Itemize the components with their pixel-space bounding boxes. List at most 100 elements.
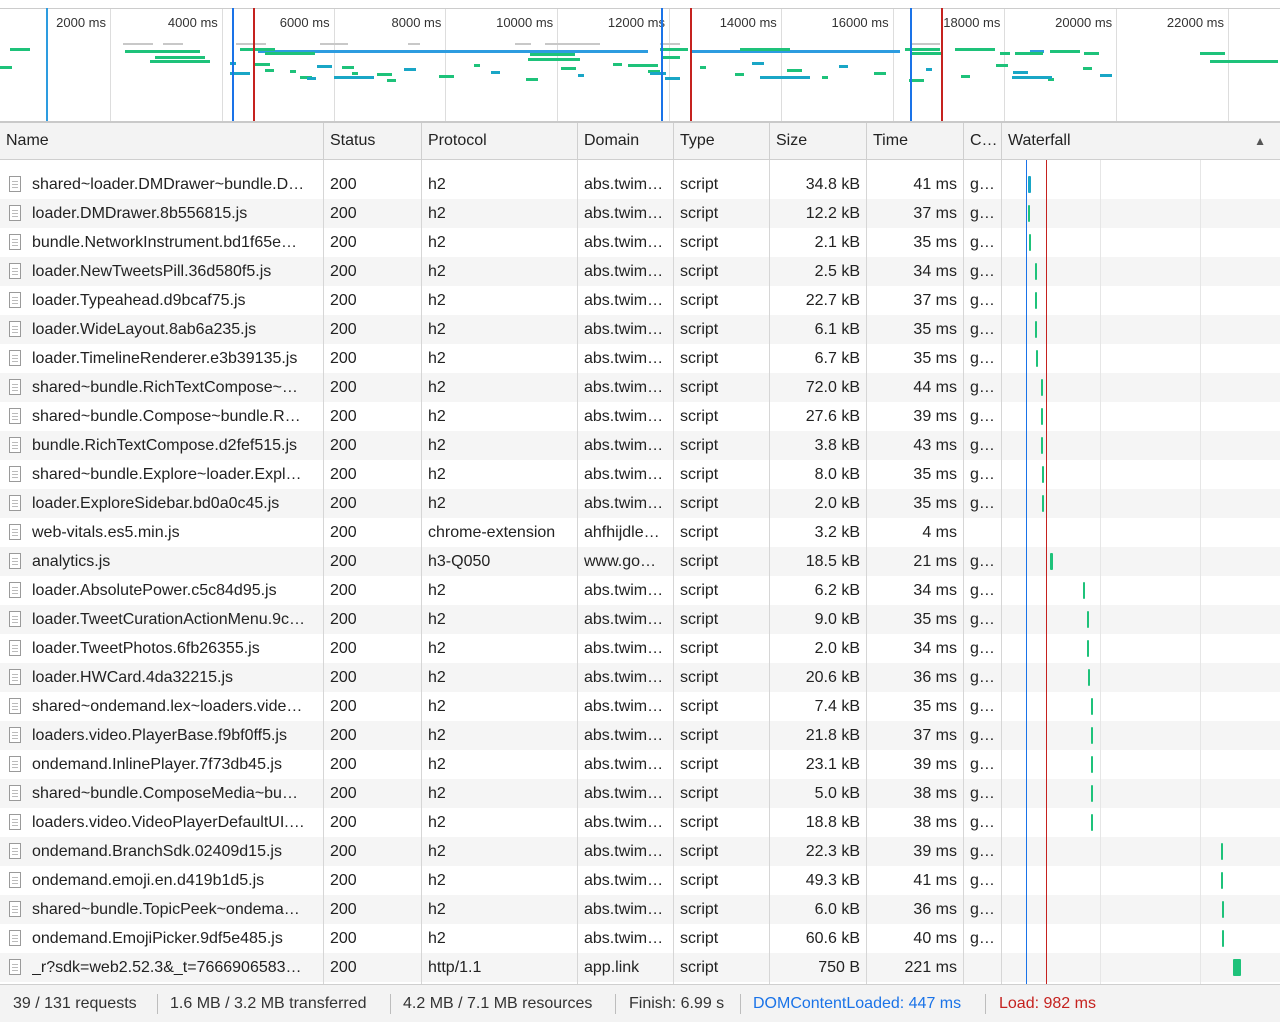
table-row[interactable]: shared~bundle.ComposeMedia~bu… 200 h2 abs.t…: [0, 779, 1280, 808]
waterfall-bar[interactable]: [1091, 698, 1093, 715]
request-domain: abs.twim…: [584, 176, 664, 193]
waterfall-bar[interactable]: [1042, 466, 1044, 483]
request-protocol: h2: [428, 582, 446, 599]
table-row[interactable]: analytics.js 200 h3-Q050 www.go… script 18.5 …: [0, 547, 1280, 576]
table-row[interactable]: shared~bundle.RichTextCompose~… 200 h2 abs.…: [0, 373, 1280, 402]
overview-timeline[interactable]: 2000 ms 4000 ms 6000 ms 8000 ms 10000 ms 1200…: [0, 0, 1280, 121]
column-divider[interactable]: [421, 160, 422, 984]
waterfall-bar[interactable]: [1091, 756, 1093, 773]
table-row[interactable]: loader.AbsolutePower.c5c84d95.js 200 h2 abs…: [0, 576, 1280, 605]
separator: [615, 994, 616, 1014]
request-connection: [970, 953, 1000, 982]
request-name: bundle.NetworkInstrument.bd1f65e…: [32, 234, 298, 251]
overview-bar: [700, 66, 706, 69]
column-divider[interactable]: [866, 160, 867, 984]
waterfall-bar[interactable]: [1050, 553, 1053, 570]
waterfall-bar[interactable]: [1091, 785, 1093, 802]
request-name: loader.Typeahead.d9bcaf75.js: [32, 292, 246, 309]
table-row[interactable]: loader.Typeahead.d9bcaf75.js 200 h2 abs.twi…: [0, 286, 1280, 315]
request-status: 200: [330, 611, 357, 628]
table-row[interactable]: loader.TweetCurationActionMenu.9c… 200 h2 a…: [0, 605, 1280, 634]
waterfall-bar[interactable]: [1088, 669, 1090, 686]
overview-bar: [528, 58, 580, 61]
waterfall-bar[interactable]: [1221, 843, 1223, 860]
waterfall-bar[interactable]: [1028, 176, 1031, 193]
overview-bar: [910, 43, 940, 45]
table-row[interactable]: loader.DMDrawer.8b556815.js 200 h2 abs.twim…: [0, 199, 1280, 228]
waterfall-bar[interactable]: [1222, 930, 1224, 947]
overview-bar: [155, 56, 205, 59]
request-list[interactable]: shared~loader.DMDrawer~bundle.D… 200 h2 abs…: [0, 160, 1280, 984]
waterfall-bar[interactable]: [1041, 437, 1043, 454]
waterfall-bar[interactable]: [1035, 292, 1037, 309]
request-time: 36 ms: [913, 901, 957, 918]
table-row[interactable]: loader.NewTweetsPill.36d580f5.js 200 h2 abs…: [0, 257, 1280, 286]
request-protocol: h2: [428, 408, 446, 425]
table-row[interactable]: ondemand.emoji.en.d419b1d5.js 200 h2 abs.tw…: [0, 866, 1280, 895]
file-icon: [9, 321, 21, 337]
column-header-protocol[interactable]: Protocol: [422, 123, 578, 159]
table-row[interactable]: shared~ondemand.lex~loaders.vide… 200 h2 ab…: [0, 692, 1280, 721]
column-header-domain[interactable]: Domain: [578, 123, 674, 159]
waterfall-bar[interactable]: [1028, 205, 1030, 222]
overview-bar: [690, 50, 900, 53]
table-row[interactable]: loaders.video.VideoPlayerDefaultUI.… 200 h…: [0, 808, 1280, 837]
table-row[interactable]: bundle.RichTextCompose.d2fef515.js 200 h2 a…: [0, 431, 1280, 460]
table-row[interactable]: web-vitals.es5.min.js 200 chrome-extension…: [0, 518, 1280, 547]
table-row[interactable]: loader.TweetPhotos.6fb26355.js 200 h2 abs.t…: [0, 634, 1280, 663]
request-domain: abs.twim…: [584, 408, 664, 425]
request-domain: abs.twim…: [584, 263, 664, 280]
table-row[interactable]: loaders.video.PlayerBase.f9bf0ff5.js 200 h…: [0, 721, 1280, 750]
request-status: 200: [330, 495, 357, 512]
waterfall-bar[interactable]: [1233, 959, 1241, 976]
column-header-type[interactable]: Type: [674, 123, 770, 159]
waterfall-bar[interactable]: [1041, 408, 1043, 425]
table-row[interactable]: ondemand.EmojiPicker.9df5e485.js 200 h2 abs…: [0, 924, 1280, 953]
column-divider[interactable]: [963, 160, 964, 984]
table-row[interactable]: shared~loader.DMDrawer~bundle.D… 200 h2 abs…: [0, 170, 1280, 199]
waterfall-bar[interactable]: [1029, 234, 1031, 251]
column-divider[interactable]: [769, 160, 770, 984]
table-row[interactable]: loader.HWCard.4da32215.js 200 h2 abs.twim… s…: [0, 663, 1280, 692]
table-row[interactable]: loader.ExploreSidebar.bd0a0c45.js 200 h2 ab…: [0, 489, 1280, 518]
waterfall-bar[interactable]: [1087, 611, 1089, 628]
request-protocol: h2: [428, 437, 446, 454]
table-row[interactable]: bundle.NetworkInstrument.bd1f65e… 200 h2 ab…: [0, 228, 1280, 257]
status-bar: 39 / 131 requests 1.6 MB / 3.2 MB transf…: [0, 984, 1280, 1022]
table-row[interactable]: shared~bundle.Explore~loader.Expl… 200 h2 a…: [0, 460, 1280, 489]
sort-ascending-icon[interactable]: ▲: [1254, 134, 1266, 148]
table-row[interactable]: _r?sdk=web2.52.3&_t=7666906583… 200 http/1…: [0, 953, 1280, 982]
waterfall-bar[interactable]: [1083, 582, 1085, 599]
waterfall-bar[interactable]: [1221, 872, 1223, 889]
table-row[interactable]: shared~bundle.TopicPeek~ondema… 200 h2 abs.…: [0, 895, 1280, 924]
overview-divider[interactable]: [0, 121, 1280, 123]
request-type: script: [680, 437, 719, 454]
waterfall-bar[interactable]: [1035, 263, 1037, 280]
waterfall-bar[interactable]: [1091, 814, 1093, 831]
column-header-time[interactable]: Time: [867, 123, 964, 159]
column-divider[interactable]: [577, 160, 578, 984]
waterfall-bar[interactable]: [1222, 901, 1224, 918]
column-header-name[interactable]: Name: [0, 123, 324, 159]
table-row[interactable]: ondemand.InlinePlayer.7f73db45.js 200 h2 ab…: [0, 750, 1280, 779]
request-time: 221 ms: [904, 959, 957, 976]
column-header-size[interactable]: Size: [770, 123, 867, 159]
overview-bar: [317, 65, 332, 68]
waterfall-bar[interactable]: [1036, 350, 1038, 367]
waterfall-bar[interactable]: [1035, 321, 1037, 338]
column-divider[interactable]: [1001, 160, 1002, 984]
table-row[interactable]: loader.WideLayout.8ab6a235.js 200 h2 abs.tw…: [0, 315, 1280, 344]
table-row[interactable]: loader.TimelineRenderer.e3b39135.js 200 h2…: [0, 344, 1280, 373]
waterfall-bar[interactable]: [1042, 495, 1044, 512]
table-row[interactable]: ondemand.BranchSdk.02409d15.js 200 h2 abs.t…: [0, 837, 1280, 866]
waterfall-bar[interactable]: [1041, 379, 1043, 396]
table-row[interactable]: shared~bundle.Compose~bundle.R… 200 h2 abs.…: [0, 402, 1280, 431]
request-domain: abs.twim…: [584, 292, 664, 309]
waterfall-bar[interactable]: [1091, 727, 1093, 744]
column-header-connection[interactable]: C…: [964, 123, 1002, 159]
waterfall-bar[interactable]: [1087, 640, 1089, 657]
column-header-status[interactable]: Status: [324, 123, 422, 159]
column-divider[interactable]: [673, 160, 674, 984]
column-divider[interactable]: [323, 160, 324, 984]
column-header-waterfall[interactable]: Waterfall: [1002, 123, 1280, 159]
